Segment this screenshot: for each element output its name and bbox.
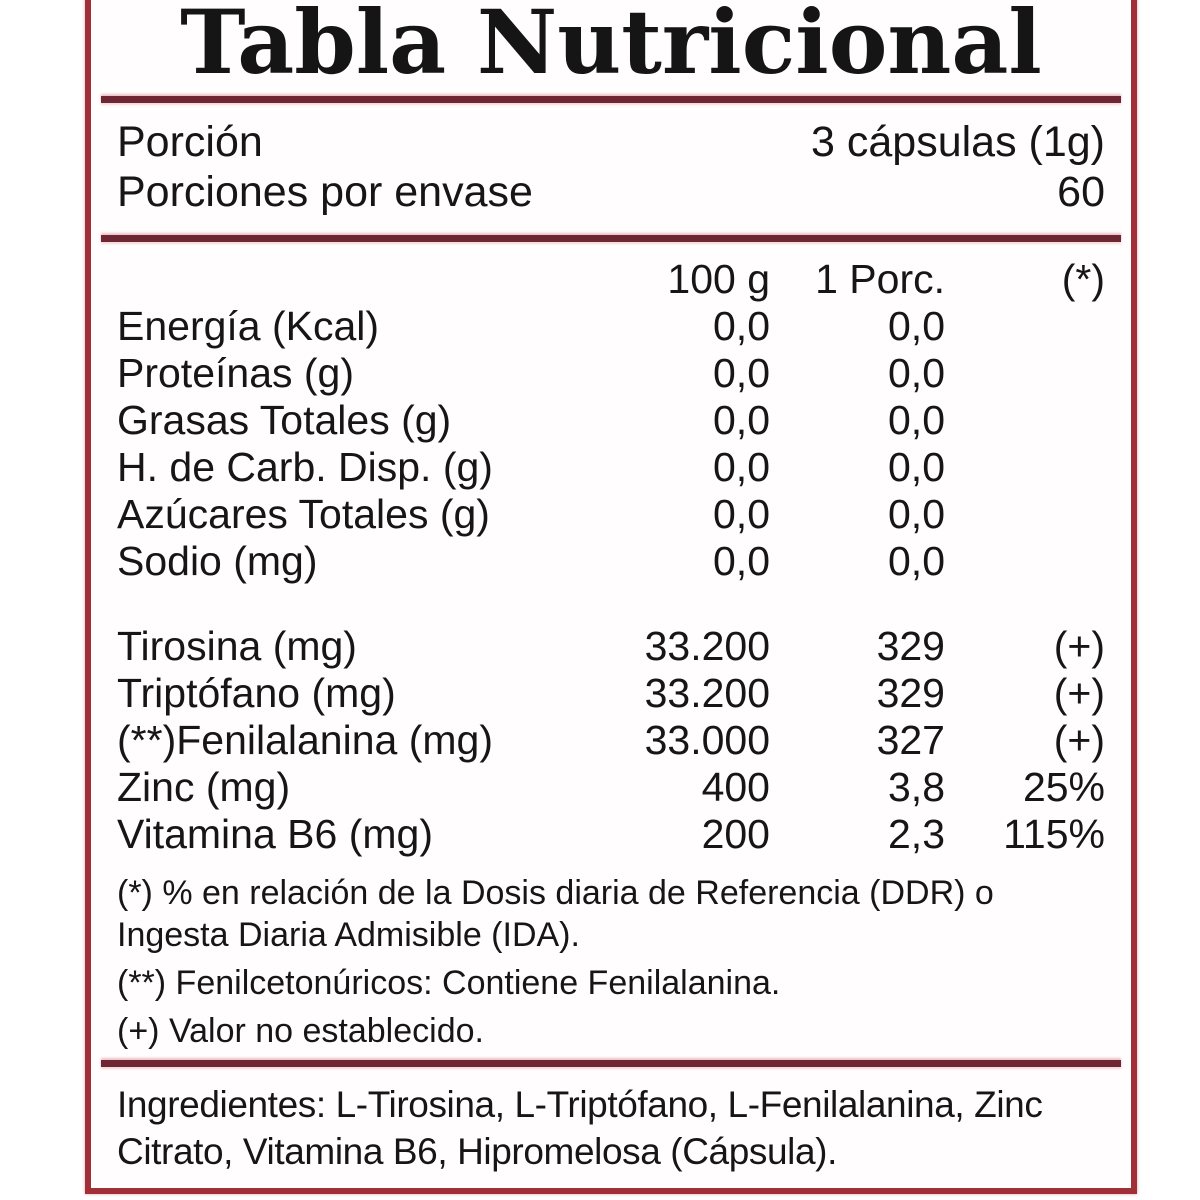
nutrient-name: (**)Fenilalanina (mg) (117, 717, 493, 764)
footnotes: (*) % en relación de la Dosis diaria de … (91, 858, 1131, 1052)
value-per-100g: 0,0 (713, 491, 770, 538)
nutrient-name: Proteínas (g) (117, 350, 354, 397)
daily-value-pct (945, 538, 1105, 585)
nutrition-label: Tabla Nutricional Porción 3 cápsulas (1g… (85, 0, 1137, 1194)
daily-value-pct: (+) (1053, 670, 1105, 717)
value-per-serving: 0,0 (888, 397, 945, 444)
nutrient-row: Grasas Totales (g) 0,0 0,0 (117, 397, 1105, 444)
column-header-per-100g: 100 g (667, 256, 770, 303)
nutrient-name: Zinc (mg) (117, 764, 291, 811)
serving-size-label: Porción (117, 118, 263, 167)
nutrient-row: Energía (Kcal) 0,0 0,0 (117, 303, 1105, 350)
divider-below-serving (101, 235, 1121, 243)
divider-above-ingredients (101, 1060, 1121, 1068)
ingredients-text: Ingredientes: L-Tirosina, L-Triptófano, … (117, 1084, 1043, 1173)
value-per-serving: 327 (876, 717, 945, 764)
column-header-daily-pct: (*) (1061, 256, 1105, 303)
value-per-100g: 0,0 (713, 397, 770, 444)
servings-per-container-value: 60 (1057, 168, 1105, 217)
serving-size-row: Porción 3 cápsulas (1g) (117, 117, 1105, 167)
value-per-100g: 33.000 (644, 717, 770, 764)
value-per-100g: 0,0 (713, 444, 770, 491)
footnote-fenilcetonuricos: (**) Fenilcetonúricos: Contiene Fenilala… (117, 964, 781, 1003)
nutrient-row: Zinc (mg) 400 3,8 25% (117, 764, 1105, 811)
nutrient-name: Vitamina B6 (mg) (117, 811, 433, 858)
label-title: Tabla Nutricional (180, 0, 1042, 94)
serving-size-value: 3 cápsulas (1g) (811, 118, 1105, 167)
nutrient-name: Tirosina (mg) (117, 623, 357, 670)
daily-value-pct: (+) (1053, 623, 1105, 670)
value-per-100g: 0,0 (713, 303, 770, 350)
nutrient-row: Tirosina (mg) 33.200 329 (+) (117, 623, 1105, 670)
section-gap (117, 585, 1105, 623)
value-per-100g: 200 (701, 811, 770, 858)
value-per-serving: 3,8 (888, 764, 945, 811)
servings-per-container-row: Porciones por envase 60 (117, 167, 1105, 217)
servings-per-container-label: Porciones por envase (117, 168, 533, 217)
daily-value-pct (945, 444, 1105, 491)
daily-value-pct (945, 397, 1105, 444)
value-per-100g: 0,0 (713, 350, 770, 397)
daily-value-pct: 115% (1003, 811, 1105, 858)
daily-value-pct (945, 350, 1105, 397)
column-header-blank (117, 256, 605, 303)
value-per-serving: 329 (876, 623, 945, 670)
value-per-100g: 33.200 (644, 623, 770, 670)
value-per-serving: 0,0 (888, 444, 945, 491)
daily-value-pct (945, 303, 1105, 350)
value-per-serving: 0,0 (888, 491, 945, 538)
daily-value-pct: (+) (1053, 717, 1105, 764)
nutrient-row: H. de Carb. Disp. (g) 0,0 0,0 (117, 444, 1105, 491)
nutrient-row: Sodio (mg) 0,0 0,0 (117, 538, 1105, 585)
nutrient-row: Triptófano (mg) 33.200 329 (+) (117, 670, 1105, 717)
daily-value-pct (945, 491, 1105, 538)
nutrient-name: Azúcares Totales (g) (117, 491, 490, 538)
nutrient-name: Sodio (mg) (117, 538, 318, 585)
nutrient-table: 100 g 1 Porc. (*) Energía (Kcal) 0,0 0,0… (91, 242, 1131, 858)
value-per-serving: 0,0 (888, 538, 945, 585)
nutrient-name: Triptófano (mg) (117, 670, 396, 717)
serving-block: Porción 3 cápsulas (1g) Porciones por en… (91, 103, 1131, 227)
nutrient-row: Proteínas (g) 0,0 0,0 (117, 350, 1105, 397)
column-header-per-serving: 1 Porc. (815, 256, 945, 303)
value-per-serving: 0,0 (888, 350, 945, 397)
nutrient-row: Vitamina B6 (mg) 200 2,3 115% (117, 811, 1105, 858)
nutrient-row: Azúcares Totales (g) 0,0 0,0 (117, 491, 1105, 538)
nutrient-name: Energía (Kcal) (117, 303, 380, 350)
footnote-valor-no-establecido: (+) Valor no establecido. (117, 1012, 484, 1051)
value-per-100g: 33.200 (644, 670, 770, 717)
table-header-row: 100 g 1 Porc. (*) (117, 256, 1105, 303)
value-per-100g: 400 (701, 764, 770, 811)
nutrient-row: (**)Fenilalanina (mg) 33.000 327 (+) (117, 717, 1105, 764)
nutrient-name: H. de Carb. Disp. (g) (117, 444, 493, 491)
value-per-serving: 2,3 (888, 811, 945, 858)
divider-below-title (101, 96, 1121, 104)
value-per-100g: 0,0 (713, 538, 770, 585)
value-per-serving: 329 (876, 670, 945, 717)
daily-value-pct: 25% (1022, 764, 1105, 811)
value-per-serving: 0,0 (888, 303, 945, 350)
nutrient-name: Grasas Totales (g) (117, 397, 452, 444)
footnote-ddr: (*) % en relación de la Dosis diaria de … (117, 874, 994, 955)
